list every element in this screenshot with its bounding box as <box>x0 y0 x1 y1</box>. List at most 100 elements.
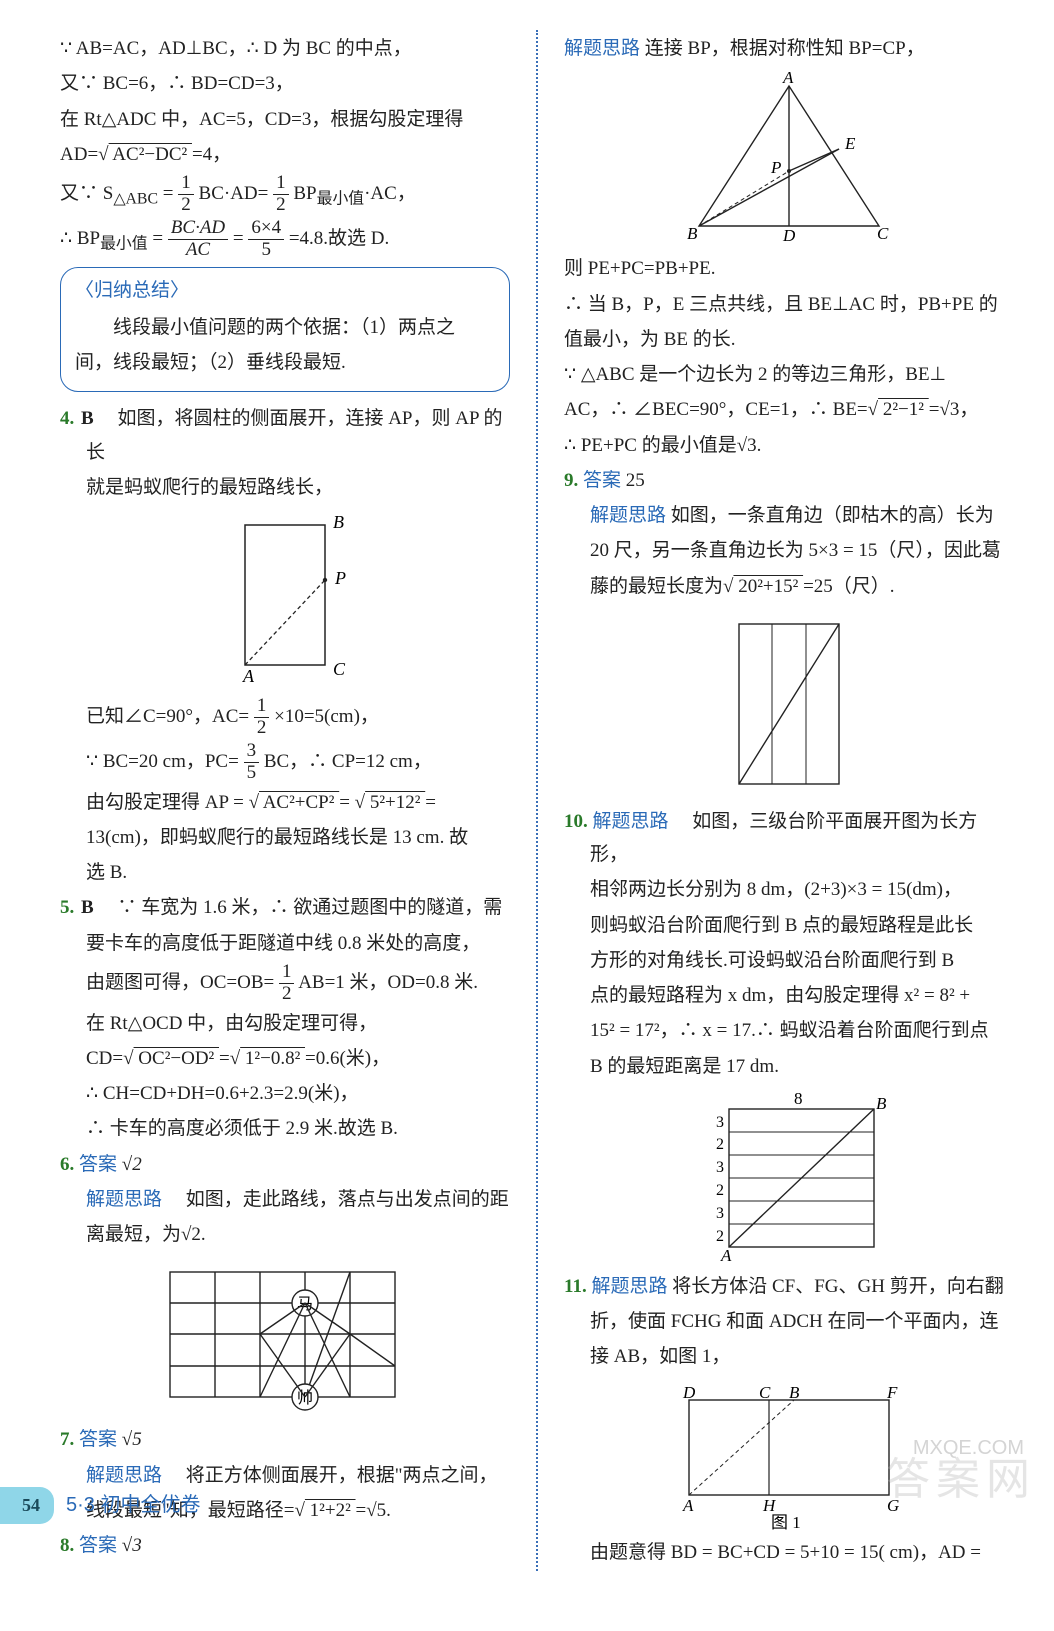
svg-text:3: 3 <box>716 1114 724 1131</box>
line: 由勾股定理得 AP = √ AC²+CP² = √ 5²+12² = <box>60 786 510 819</box>
q9: 9. 答案 25 <box>564 464 1014 497</box>
svg-text:D: D <box>782 226 796 245</box>
summary-title: 〈归纳总结〉 <box>75 274 495 307</box>
svg-text:F: F <box>886 1383 898 1402</box>
line: 20 尺，另一条直角边长为 5×3 = 15（尺），因此葛 <box>564 534 1014 567</box>
line: AC，∴ ∠BEC=90°，CE=1，∴ BE=√ 2²−1² =√3， <box>564 393 1014 426</box>
answer-value: √2 <box>122 1154 142 1175</box>
line: 要卡车的高度低于距隧道中线 0.8 米处的高度， <box>60 927 510 960</box>
svg-text:D: D <box>682 1383 696 1402</box>
line: 又∵ BC=6，∴ BD=CD=3， <box>60 67 510 100</box>
line: ∴ CH=CD+DH=0.6+2.3=2.9(米)， <box>60 1077 510 1110</box>
line: 在 Rt△OCD 中，由勾股定理可得， <box>60 1007 510 1040</box>
answer-label: 答案 <box>79 1154 117 1175</box>
hint-label: 解题思路 <box>590 505 666 526</box>
q6: 6. 答案 √2 <box>60 1148 510 1181</box>
watermark-icon: 答案网 <box>886 1441 1036 1518</box>
svg-text:P: P <box>334 568 346 588</box>
svg-text:2: 2 <box>716 1182 724 1199</box>
line: 点的最短路程为 x dm，由勾股定理得 x² = 8² + <box>564 979 1014 1012</box>
answer-letter: B <box>81 408 94 429</box>
hint-label: 解题思路 <box>593 811 669 832</box>
page-footer: 54 5·3 初中全优卷 <box>0 1487 200 1525</box>
answer-value: √5 <box>122 1429 142 1450</box>
line: ∵ AB=AC，AD⊥BC，∴ D 为 BC 的中点， <box>60 32 510 65</box>
line: 13(cm)，即蚂蚁爬行的最短路线长是 13 cm. 故 <box>60 821 510 854</box>
svg-text:B: B <box>333 512 344 532</box>
svg-text:A: A <box>682 1496 694 1515</box>
line: ∴ 卡车的高度必须低于 2.9 米.故选 B. <box>60 1112 510 1145</box>
answer-label: 答案 <box>79 1535 117 1556</box>
svg-text:C: C <box>759 1383 771 1402</box>
summary-box: 〈归纳总结〉 线段最小值问题的两个依据：（1）两点之 间，线段最短；（2）垂线段… <box>60 267 510 393</box>
left-column: ∵ AB=AC，AD⊥BC，∴ D 为 BC 的中点， 又∵ BC=6，∴ BD… <box>60 30 510 1571</box>
line: 解题思路 如图，走此路线，落点与出发点间的距 <box>60 1183 510 1216</box>
q7: 7. 答案 √5 <box>60 1423 510 1456</box>
svg-text:C: C <box>877 224 889 243</box>
line: ∴ PE+PC 的最小值是√3. <box>564 429 1014 462</box>
svg-text:图 1: 图 1 <box>771 1513 801 1530</box>
line: 则蚂蚁沿台阶面爬行到 B 点的最短路程是此长 <box>564 909 1014 942</box>
line: 藤的最短长度为√ 20²+15² =25（尺）. <box>564 570 1014 603</box>
line: 离最短，为√2. <box>60 1218 510 1251</box>
question-number: 6. <box>60 1154 74 1175</box>
line: ∵ BC=20 cm，PC= 35 BC，∴ CP=12 cm， <box>60 741 510 784</box>
right-column: 解题思路 连接 BP，根据对称性知 BP=CP， A B C D E P 则 P… <box>564 30 1014 1571</box>
q4: 4. B 如图，将圆柱的侧面展开，连接 AP，则 AP 的长 <box>60 402 510 469</box>
line: 在 Rt△ADC 中，AC=5，CD=3，根据勾股定理得 <box>60 103 510 136</box>
line: 则 PE+PC=PB+PE. <box>564 252 1014 285</box>
question-number: 10. <box>564 811 588 832</box>
q4-diagram: B P C A <box>215 510 355 690</box>
q10: 10. 解题思路 如图，三级台阶平面展开图为长方形， <box>564 805 1014 872</box>
svg-text:3: 3 <box>716 1159 724 1176</box>
line: B 的最短距离是 17 dm. <box>564 1050 1014 1083</box>
q6-diagram: 马 帅 <box>150 1257 420 1417</box>
svg-text:8: 8 <box>794 1089 803 1108</box>
line: 解题思路 如图，一条直角边（即枯木的高）长为 <box>564 499 1014 532</box>
q11-diagram: D C B F A H G 图 1 <box>659 1380 919 1530</box>
q8: 8. 答案 √3 <box>60 1529 510 1562</box>
question-number: 8. <box>60 1535 74 1556</box>
answer-value: √3 <box>122 1535 142 1556</box>
line: 方形的对角线长.可设蚂蚁沿台阶面爬行到 B <box>564 944 1014 977</box>
question-number: 9. <box>564 470 578 491</box>
q9-diagram <box>714 609 864 799</box>
line: 又∵ S△ABC = 12 BC·AD= 12 BP最小值·AC， <box>60 173 510 216</box>
question-number: 11. <box>564 1276 587 1297</box>
line: ∴ BP最小值 = BC·ADAC = 6×45 =4.8.故选 D. <box>60 218 510 261</box>
line: 解题思路 连接 BP，根据对称性知 BP=CP， <box>564 32 1014 65</box>
line: 就是蚂蚁爬行的最短路线长， <box>60 471 510 504</box>
line: 折，使面 FCHG 和面 ADCH 在同一个平面内，连 <box>564 1305 1014 1338</box>
column-divider <box>536 30 538 1571</box>
svg-text:B: B <box>876 1094 887 1113</box>
summary-line: 间，线段最短；（2）垂线段最短. <box>75 346 495 379</box>
line: CD=√ OC²−OD² =√ 1²−0.8² =0.6(米)， <box>60 1042 510 1075</box>
line: ∴ 当 B，P，E 三点共线，且 BE⊥AC 时，PB+PE 的 <box>564 288 1014 321</box>
line: 15² = 17²，∴ x = 17.∴ 蚂蚁沿着台阶面爬行到点 <box>564 1014 1014 1047</box>
question-number: 4. <box>60 408 74 429</box>
line: 由题意得 BD = BC+CD = 5+10 = 15( cm)，AD = <box>564 1536 1014 1569</box>
svg-text:B: B <box>687 224 698 243</box>
svg-text:A: A <box>720 1246 732 1264</box>
line: 由题图可得，OC=OB= 12 AB=1 米，OD=0.8 米. <box>60 962 510 1005</box>
svg-text:B: B <box>789 1383 800 1402</box>
summary-line: 线段最小值问题的两个依据：（1）两点之 <box>75 311 495 344</box>
svg-text:2: 2 <box>716 1136 724 1153</box>
hint-label: 解题思路 <box>86 1465 162 1486</box>
q11: 11. 解题思路 将长方体沿 CF、FG、GH 剪开，向右翻 <box>564 1270 1014 1303</box>
question-number: 7. <box>60 1429 74 1450</box>
answer-label: 答案 <box>79 1429 117 1450</box>
hint-label: 解题思路 <box>564 38 640 59</box>
line: AD=√ AC²−DC² =4， <box>60 138 510 171</box>
line: 已知∠C=90°，AC= 12 ×10=5(cm)， <box>60 696 510 739</box>
answer-label: 答案 <box>583 470 621 491</box>
answer-letter: B <box>81 897 94 918</box>
q5: 5. B ∵ 车宽为 1.6 米，∴ 欲通过题图中的隧道，需 <box>60 891 510 924</box>
svg-text:A: A <box>242 666 255 686</box>
page-number: 54 <box>0 1487 54 1525</box>
line: 相邻两边长分别为 8 dm，(2+3)×3 = 15(dm)， <box>564 873 1014 906</box>
svg-text:C: C <box>333 659 346 679</box>
hint-label: 解题思路 <box>86 1189 162 1210</box>
question-number: 5. <box>60 897 74 918</box>
line: 值最小，为 BE 的长. <box>564 323 1014 356</box>
